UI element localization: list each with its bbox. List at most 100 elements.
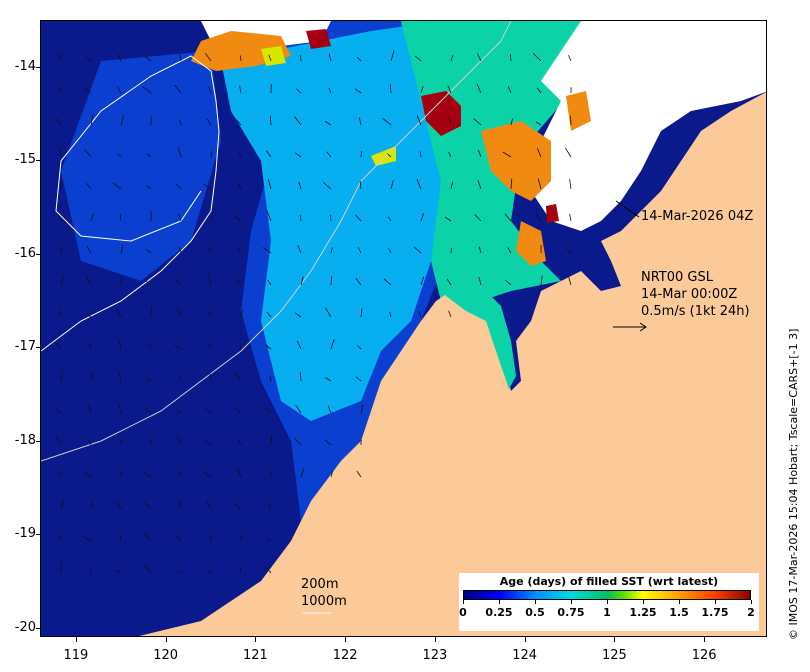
current-vector (235, 119, 242, 126)
current-vector (120, 244, 124, 254)
vector-scale-label: 0.5m/s (1kt 24h) (641, 304, 750, 319)
current-vector (355, 214, 362, 222)
current-vector (88, 438, 92, 446)
colorbar-tick (463, 600, 464, 604)
lon-tick-mark (345, 637, 347, 642)
current-vector (178, 246, 182, 254)
land-mass (139, 92, 766, 636)
current-vector (60, 274, 64, 286)
current-vector (505, 279, 512, 286)
current-vector (356, 470, 362, 478)
colorbar-tick-label: 2 (747, 606, 755, 619)
current-vector (389, 84, 392, 94)
current-vector (325, 307, 332, 318)
current-vector (449, 117, 452, 126)
current-vector (144, 376, 152, 382)
current-vector (267, 178, 272, 190)
current-vector (234, 371, 242, 382)
current-vectors (54, 50, 572, 574)
lat-tick-label: -20 (14, 619, 36, 635)
current-vector (234, 503, 242, 510)
current-vector (420, 213, 424, 222)
current-vector (355, 376, 362, 382)
current-vector (208, 274, 212, 286)
current-vector (532, 53, 542, 62)
current-vector (115, 307, 122, 318)
current-vector (414, 55, 422, 62)
lon-tick-label: 123 (422, 648, 448, 663)
contour-1000m-label: 1000m (301, 594, 347, 609)
contour-200m (41, 21, 512, 462)
timestamp-leader (615, 200, 640, 218)
current-vector (146, 248, 152, 254)
current-vector (115, 569, 122, 574)
current-vector (146, 185, 152, 190)
current-vector (565, 147, 572, 158)
current-vector (179, 53, 182, 62)
current-vector (58, 534, 62, 542)
current-vector (328, 53, 332, 62)
current-vector (118, 370, 122, 382)
lon-tick-label: 125 (601, 648, 627, 663)
current-vector (295, 404, 302, 414)
current-vector (120, 277, 123, 286)
lat-tick-mark (36, 160, 41, 162)
current-vector (355, 277, 362, 286)
current-vector (209, 533, 212, 542)
current-vector (235, 408, 242, 414)
current-vector (234, 216, 242, 222)
current-vector (263, 247, 272, 254)
current-vector (237, 182, 242, 190)
lon-tick-mark (434, 637, 436, 642)
current-vector (270, 115, 272, 126)
current-vector (176, 307, 182, 318)
current-vector (177, 469, 182, 478)
current-vector (176, 183, 182, 190)
no-data-region (531, 21, 766, 231)
current-vector (326, 151, 332, 158)
current-vector (120, 115, 125, 126)
current-vector (206, 118, 212, 126)
current-vector (266, 210, 272, 222)
current-vector (85, 56, 92, 62)
current-vector (177, 147, 182, 158)
colorbar-tick (571, 600, 572, 604)
age-red-patch-3 (546, 204, 559, 223)
lon-tick-label: 122 (332, 648, 358, 663)
current-vector (360, 404, 364, 414)
colorbar-tick-label: 1.25 (629, 606, 657, 619)
current-vector (203, 183, 212, 190)
current-vector (176, 435, 182, 446)
current-vector (300, 467, 305, 478)
current-vector (83, 86, 92, 94)
current-vector (264, 407, 272, 414)
lat-tick-label: -16 (14, 245, 36, 261)
current-vector (359, 117, 362, 126)
current-vector (357, 247, 362, 254)
current-vector (179, 375, 182, 382)
current-vector (87, 405, 92, 414)
model-time-label: 14-Mar 00:00Z (641, 287, 738, 302)
lon-tick-label: 119 (63, 648, 89, 663)
current-vector (328, 87, 332, 94)
current-vector (60, 246, 63, 254)
current-vector (537, 178, 542, 190)
current-vector (144, 563, 152, 574)
lat-tick-label: -14 (14, 58, 36, 74)
current-vector (236, 279, 242, 286)
current-vector (568, 277, 572, 286)
colorbar-tick (751, 600, 752, 604)
lon-tick-label: 121 (242, 648, 268, 663)
current-vector (173, 344, 182, 350)
current-vector (205, 408, 212, 414)
current-vector (239, 85, 242, 94)
current-vector (205, 566, 212, 574)
sst-age-map[interactable]: 14-Mar-2026 04Z NRT00 GSL 14-Mar 00:00Z … (40, 20, 767, 637)
current-vector (507, 247, 512, 254)
current-vector (510, 118, 513, 126)
current-vector (450, 55, 454, 62)
current-vector (208, 86, 212, 94)
current-vector (416, 178, 422, 190)
current-vector (450, 247, 453, 254)
current-vector (270, 435, 272, 446)
